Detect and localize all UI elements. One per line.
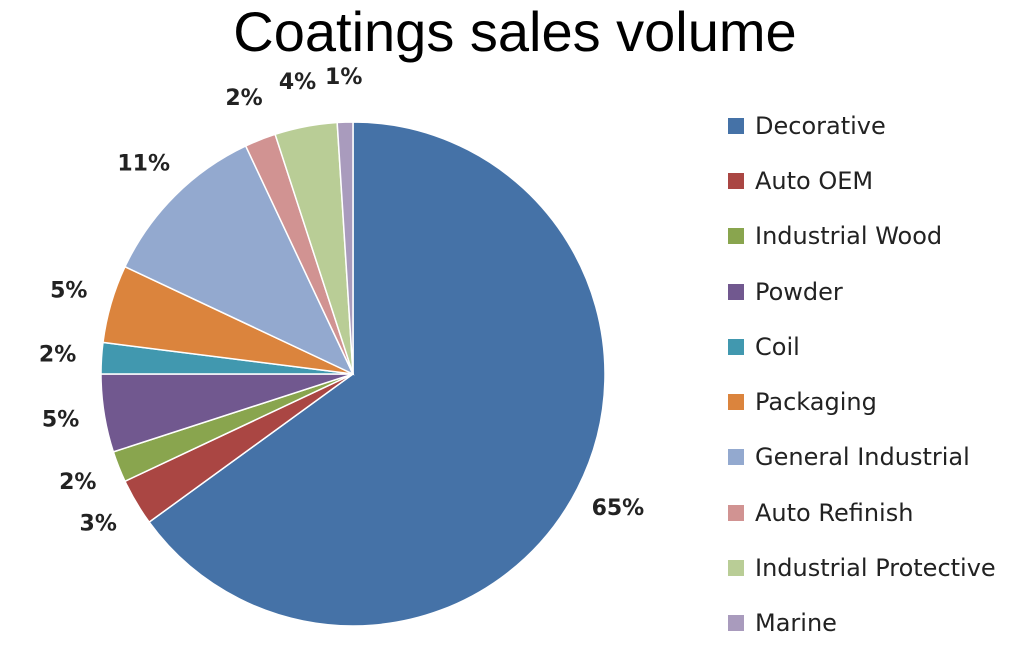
legend-item-powder: Powder — [728, 264, 996, 319]
legend-swatch — [728, 228, 744, 245]
data-label-auto-refinish: 2% — [225, 86, 262, 111]
legend-label: Packaging — [755, 388, 877, 417]
legend-swatch — [728, 449, 744, 466]
chart-title: Coatings sales volume — [233, 0, 797, 63]
legend-item-marine: Marine — [728, 596, 996, 651]
slice-general-industrial — [123, 144, 355, 376]
legend-swatch — [728, 615, 744, 632]
data-label-decorative: 65% — [592, 496, 645, 521]
legend-label: Industrial Protective — [755, 554, 996, 583]
legend-label: Decorative — [755, 111, 886, 140]
legend-item-packaging: Packaging — [728, 374, 996, 429]
pie-labels: 65% 3% 2% 5% 2% 5% 11% 2% 4% 1% — [39, 65, 644, 537]
legend-swatch — [728, 172, 744, 189]
legend-swatch — [728, 117, 744, 134]
legend-label: Auto OEM — [755, 166, 874, 195]
legend-item-auto-oem: Auto OEM — [728, 153, 996, 208]
data-label-industrial-wood: 2% — [59, 470, 96, 495]
legend-label: Marine — [755, 609, 837, 638]
legend-item-auto-refinish: Auto Refinish — [728, 485, 996, 540]
legend-label: General Industrial — [755, 443, 970, 472]
data-label-general-industrial: 11% — [117, 152, 170, 177]
legend-item-industrial-wood: Industrial Wood — [728, 209, 996, 264]
data-label-auto-oem: 3% — [80, 512, 117, 537]
data-label-packaging: 5% — [50, 278, 87, 303]
pie-slices — [100, 121, 606, 627]
data-label-industrial-protective: 4% — [279, 70, 316, 95]
data-label-coil: 2% — [39, 342, 76, 367]
data-label-powder: 5% — [42, 407, 79, 432]
legend-label: Coil — [755, 332, 800, 361]
data-label-marine: 1% — [325, 65, 362, 90]
legend-item-industrial-protective: Industrial Protective — [728, 540, 996, 595]
slice-marine — [336, 121, 354, 375]
slice-decorative — [148, 121, 606, 627]
legend-item-decorative: Decorative — [728, 98, 996, 153]
legend-swatch — [728, 338, 744, 355]
legend-swatch — [728, 394, 744, 411]
legend-label: Powder — [755, 277, 843, 306]
legend-label: Auto Refinish — [755, 498, 914, 527]
chart-legend: Decorative Auto OEM Industrial Wood Powder C… — [728, 98, 996, 651]
legend-swatch — [728, 560, 744, 577]
legend-item-general-industrial: General Industrial — [728, 430, 996, 485]
legend-swatch — [728, 504, 744, 521]
legend-item-coil: Coil — [728, 319, 996, 374]
legend-label: Industrial Wood — [755, 222, 943, 251]
legend-swatch — [728, 283, 744, 300]
